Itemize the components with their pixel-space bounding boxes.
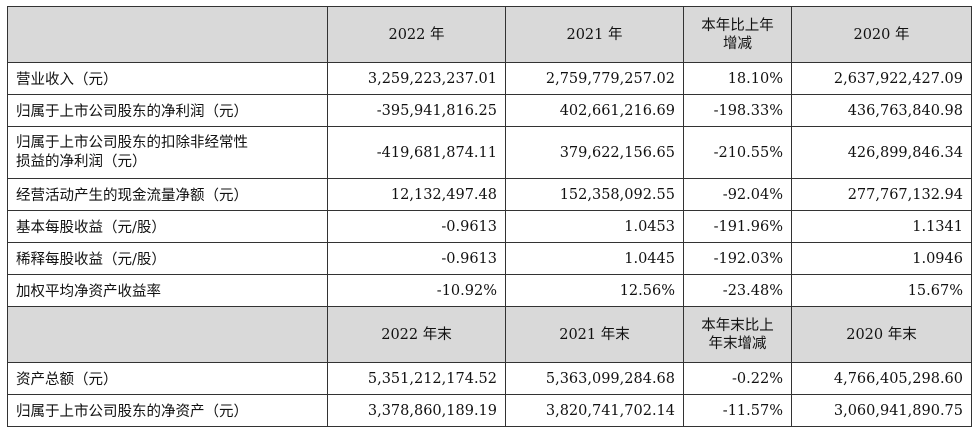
header-2022: 2022 年 — [327, 6, 506, 63]
cell-change: -0.22% — [683, 362, 792, 395]
cell-2020: 436,763,840.98 — [791, 94, 972, 127]
cell-2020: 1.1341 — [791, 210, 972, 243]
cell-2021: 152,358,092.55 — [505, 178, 684, 211]
table-row: 稀释每股收益（元/股） -0.9613 1.0445 -192.03% 1.09… — [7, 242, 972, 275]
cell-2022: -0.9613 — [327, 210, 506, 243]
cell-2021: 402,661,216.69 — [505, 94, 684, 127]
row-label: 基本每股收益（元/股） — [7, 210, 328, 243]
header-empty-cell — [7, 6, 328, 63]
header-change-end: 本年末比上 年末增减 — [683, 306, 792, 363]
header-2021-end: 2021 年末 — [505, 306, 684, 363]
header-change-end-line1: 本年末比上 — [701, 317, 774, 334]
cell-change: -23.48% — [683, 274, 792, 307]
cell-2020: 1.0946 — [791, 242, 972, 275]
cell-2022: -10.92% — [327, 274, 506, 307]
cell-2020: 2,637,922,427.09 — [791, 62, 972, 95]
header-2020-end: 2020 年末 — [791, 306, 972, 363]
cell-2021: 2,759,779,257.02 — [505, 62, 684, 95]
cell-change: -192.03% — [683, 242, 792, 275]
cell-2022: 12,132,497.48 — [327, 178, 506, 211]
cell-2022: 3,259,223,237.01 — [327, 62, 506, 95]
header-change: 本年比上年 增减 — [683, 6, 792, 63]
table-row: 加权平均净资产收益率 -10.92% 12.56% -23.48% 15.67% — [7, 274, 972, 307]
cell-2022: -0.9613 — [327, 242, 506, 275]
row-label: 资产总额（元） — [7, 362, 328, 395]
cell-2022: -419,681,874.11 — [327, 126, 506, 179]
header-row-yearend: 2022 年末 2021 年末 本年末比上 年末增减 2020 年末 — [7, 306, 972, 363]
row-label: 加权平均净资产收益率 — [7, 274, 328, 307]
cell-2021: 1.0445 — [505, 242, 684, 275]
header-2022-end: 2022 年末 — [327, 306, 506, 363]
cell-2021: 3,820,741,702.14 — [505, 394, 684, 427]
cell-2020: 4,766,405,298.60 — [791, 362, 972, 395]
header-2021: 2021 年 — [505, 6, 684, 63]
cell-2022: 3,378,860,189.19 — [327, 394, 506, 427]
row-label-line2: 损益的净利润（元） — [16, 153, 147, 170]
row-label: 归属于上市公司股东的净资产（元） — [7, 394, 328, 427]
row-label: 归属于上市公司股东的净利润（元） — [7, 94, 328, 127]
financial-summary-table: 2022 年 2021 年 本年比上年 增减 2020 年 营业收入（元） 3,… — [7, 6, 972, 427]
table-row: 归属于上市公司股东的净资产（元） 3,378,860,189.19 3,820,… — [7, 394, 972, 427]
cell-change: -210.55% — [683, 126, 792, 179]
cell-2020: 277,767,132.94 — [791, 178, 972, 211]
cell-change: -92.04% — [683, 178, 792, 211]
cell-2020: 15.67% — [791, 274, 972, 307]
cell-2020: 3,060,941,890.75 — [791, 394, 972, 427]
header-change-end-line2: 年末增减 — [708, 335, 767, 352]
header-empty-cell — [7, 306, 328, 363]
cell-change: -198.33% — [683, 94, 792, 127]
table-row: 归属于上市公司股东的扣除非经常性 损益的净利润（元） -419,681,874.… — [7, 126, 972, 179]
cell-2021: 12.56% — [505, 274, 684, 307]
cell-2021: 379,622,156.65 — [505, 126, 684, 179]
header-change-line2: 增减 — [723, 35, 752, 52]
row-label: 经营活动产生的现金流量净额（元） — [7, 178, 328, 211]
table-row: 营业收入（元） 3,259,223,237.01 2,759,779,257.0… — [7, 62, 972, 95]
row-label: 营业收入（元） — [7, 62, 328, 95]
header-2020: 2020 年 — [791, 6, 972, 63]
table-row: 经营活动产生的现金流量净额（元） 12,132,497.48 152,358,0… — [7, 178, 972, 211]
header-change-line1: 本年比上年 — [701, 17, 774, 34]
cell-2020: 426,899,846.34 — [791, 126, 972, 179]
table-row: 资产总额（元） 5,351,212,174.52 5,363,099,284.6… — [7, 362, 972, 395]
row-label: 稀释每股收益（元/股） — [7, 242, 328, 275]
row-label-line1: 归属于上市公司股东的扣除非经常性 — [16, 134, 248, 151]
table-row: 归属于上市公司股东的净利润（元） -395,941,816.25 402,661… — [7, 94, 972, 127]
cell-change: -11.57% — [683, 394, 792, 427]
table-row: 基本每股收益（元/股） -0.9613 1.0453 -191.96% 1.13… — [7, 210, 972, 243]
row-label: 归属于上市公司股东的扣除非经常性 损益的净利润（元） — [7, 126, 328, 179]
cell-2022: -395,941,816.25 — [327, 94, 506, 127]
cell-change: 18.10% — [683, 62, 792, 95]
header-row-annual: 2022 年 2021 年 本年比上年 增减 2020 年 — [7, 6, 972, 63]
cell-change: -191.96% — [683, 210, 792, 243]
cell-2021: 5,363,099,284.68 — [505, 362, 684, 395]
cell-2021: 1.0453 — [505, 210, 684, 243]
cell-2022: 5,351,212,174.52 — [327, 362, 506, 395]
